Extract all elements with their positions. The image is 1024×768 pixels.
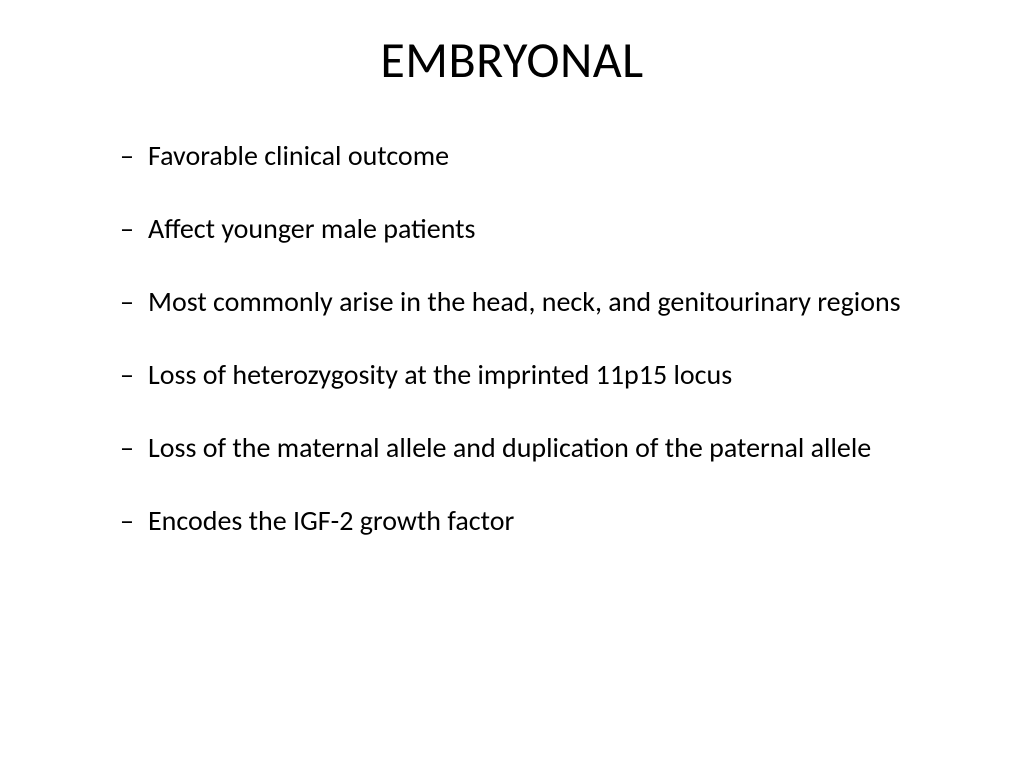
list-item: Encodes the IGF-2 growth factor: [120, 496, 934, 545]
slide-title: EMBRYONAL: [90, 30, 934, 91]
list-item: Favorable clinical outcome: [120, 131, 934, 180]
bullet-list: Favorable clinical outcome Affect younge…: [90, 131, 934, 545]
slide-container: EMBRYONAL Favorable clinical outcome Aff…: [0, 0, 1024, 768]
list-item: Affect younger male patients: [120, 204, 934, 253]
list-item: Most commonly arise in the head, neck, a…: [120, 277, 934, 326]
list-item: Loss of heterozygosity at the imprinted …: [120, 350, 934, 399]
list-item: Loss of the maternal allele and duplicat…: [120, 423, 934, 472]
